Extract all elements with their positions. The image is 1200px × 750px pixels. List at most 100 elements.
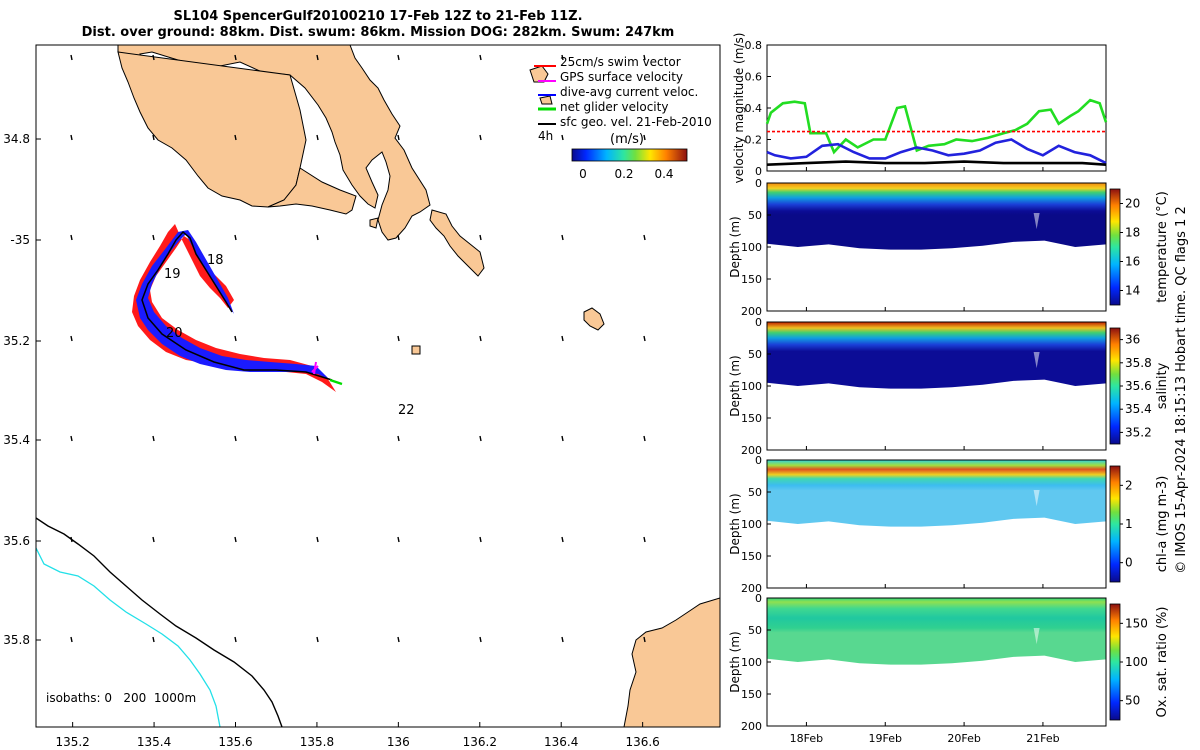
colorbar-tick-label: 2 — [1125, 478, 1133, 492]
heatmap-axes — [766, 459, 1107, 589]
legend-swim-label: 25cm/s swim vector — [560, 55, 681, 69]
sfc-arrow — [316, 636, 319, 643]
colorbar-tick-label: 14 — [1125, 284, 1140, 298]
velocity-ytick-label: 0.6 — [745, 71, 763, 84]
sfc-arrow — [561, 536, 564, 543]
sfc-arrow — [561, 234, 564, 241]
velocity-series — [765, 98, 1108, 166]
sfc-arrow — [643, 134, 646, 141]
heatmap-ylabel: Depth (m) — [728, 631, 742, 692]
sfc-arrow — [152, 536, 155, 543]
sfc-arrow — [234, 536, 237, 543]
sfc-arrow — [479, 54, 482, 61]
heatmap-colorbar-label: chl-a (mg m-3) — [1155, 476, 1170, 573]
isobaths-label: isobaths: 0 200 1000m — [46, 691, 196, 705]
heatmap-ytick-label: 150 — [741, 412, 762, 425]
sfc-arrow — [234, 335, 237, 342]
heatmap-xtick-label: 18Feb — [790, 732, 823, 745]
sfc-arrow — [479, 234, 482, 241]
colorbar-unit: (m/s) — [610, 132, 644, 147]
map-xtick-label: 136.6 — [625, 735, 659, 749]
velocity-line-sfc-geo-vel- — [766, 160, 1107, 166]
heatmap-ytick-label: 0 — [755, 177, 762, 190]
heatmap-body — [767, 598, 1106, 665]
sfc-arrow — [70, 234, 73, 241]
map-colorbar: (m/s) 0 0.2 0.4 — [571, 132, 688, 181]
sfc-arrow — [397, 335, 400, 342]
map-xtick-label: 136 — [387, 735, 410, 749]
colorbar-tick-label: 35.6 — [1125, 379, 1152, 393]
island-large — [429, 209, 485, 277]
isobath-line — [36, 547, 221, 727]
map-legend: 25cm/s swim vector GPS surface velocity … — [534, 55, 712, 143]
sfc-arrow — [70, 335, 73, 342]
sfc-arrow — [152, 234, 155, 241]
sfc-arrow — [643, 536, 646, 543]
sfc-arrow — [234, 234, 237, 241]
heatmap-axes — [766, 321, 1107, 451]
colorbar-tick-label: 36 — [1125, 333, 1140, 347]
heatmap-panel-0: 0 50 100 150 200 Depth (m) 14 16 18 20 temperature… — [728, 177, 1170, 318]
sfc-arrow — [316, 54, 319, 61]
sfc-arrow — [643, 54, 646, 61]
sfc-arrow — [316, 335, 319, 342]
heatmap-ytick-label: 100 — [741, 241, 762, 254]
colorbar-tick-label: 16 — [1125, 255, 1140, 269]
sfc-arrow — [479, 636, 482, 643]
heatmap-panel-1: 0 50 100 150 200 Depth (m) 35.2 35.4 35.6 35.8 36 s… — [728, 316, 1170, 457]
heatmap-ytick-label: 50 — [748, 624, 762, 637]
map-ytick-label: 34.8 — [3, 132, 30, 146]
sfc-arrow — [561, 134, 564, 141]
sfc-arrow — [479, 134, 482, 141]
heatmap-colorbar — [1109, 465, 1121, 583]
heatmap-ytick-label: 0 — [755, 316, 762, 329]
heatmap-notch — [1033, 213, 1040, 230]
glider-track — [141, 230, 333, 381]
footer-credit: © IMOS 15-Apr-2024 18:15:13 Hobart time.… — [1174, 206, 1189, 573]
heatmap-notch — [1033, 490, 1040, 507]
heatmap-colorbar — [1109, 603, 1121, 721]
heatmap-ytick-label: 150 — [741, 688, 762, 701]
heatmap-body — [767, 460, 1106, 527]
colorbar-tick-label: 50 — [1125, 694, 1140, 708]
map-ytick-label: 35.8 — [3, 633, 30, 647]
title-line-2: Dist. over ground: 88km. Dist. swum: 86k… — [81, 25, 675, 40]
track-map: 19 18 20 22 isobaths: 0 200 1000m 135.2 1… — [3, 44, 721, 749]
heatmap-ytick-label: 200 — [741, 720, 762, 733]
velocity-ytick-label: 0.8 — [745, 39, 763, 52]
heatmap-ytick-label: 150 — [741, 273, 762, 286]
sfc-arrow — [152, 435, 155, 442]
heatmap-body — [767, 322, 1106, 389]
heatmap-ytick-label: 200 — [741, 305, 762, 318]
sfc-arrow — [561, 636, 564, 643]
island-c — [529, 65, 549, 83]
sfc-arrow — [70, 636, 73, 643]
map-xtick-label: 135.4 — [137, 735, 171, 749]
net-velocity-marks — [329, 378, 343, 386]
sfc-velocity-arrows — [70, 54, 646, 643]
heatmap-panel-3: 0 50 100 150 200 Depth (m) 50 100 150 Ox. sat. ra… — [728, 592, 1170, 745]
heatmap-ytick-label: 50 — [748, 486, 762, 499]
legend-dive-label: dive-avg current veloc. — [560, 85, 698, 99]
island-a — [583, 307, 605, 331]
velocity-ytick-label: 0 — [755, 165, 762, 178]
heatmap-ytick-label: 0 — [755, 454, 762, 467]
map-axes: 135.2 135.4 135.6 135.8 136 136.2 136.4 136.6 34… — [3, 132, 660, 749]
land-main — [117, 45, 431, 241]
heatmap-colorbar — [1109, 327, 1121, 445]
map-ytick-label: -35 — [10, 233, 30, 247]
heatmap-xtick-label: 19Feb — [869, 732, 902, 745]
colorbar-tick-label: 35.4 — [1125, 402, 1152, 416]
sfc-arrow — [234, 54, 237, 61]
colorbar-tick-label: 18 — [1125, 226, 1140, 240]
map-ytick-label: 35.6 — [3, 534, 30, 548]
sfc-arrow — [397, 134, 400, 141]
island-d — [539, 95, 553, 105]
sfc-arrow — [316, 134, 319, 141]
sfc-arrow — [397, 54, 400, 61]
heatmap-ytick-label: 100 — [741, 518, 762, 531]
colorbar-gradient — [571, 148, 688, 162]
dive-avg-band — [136, 230, 330, 380]
island-e — [369, 217, 379, 229]
heatmap-colorbar — [1109, 188, 1121, 306]
